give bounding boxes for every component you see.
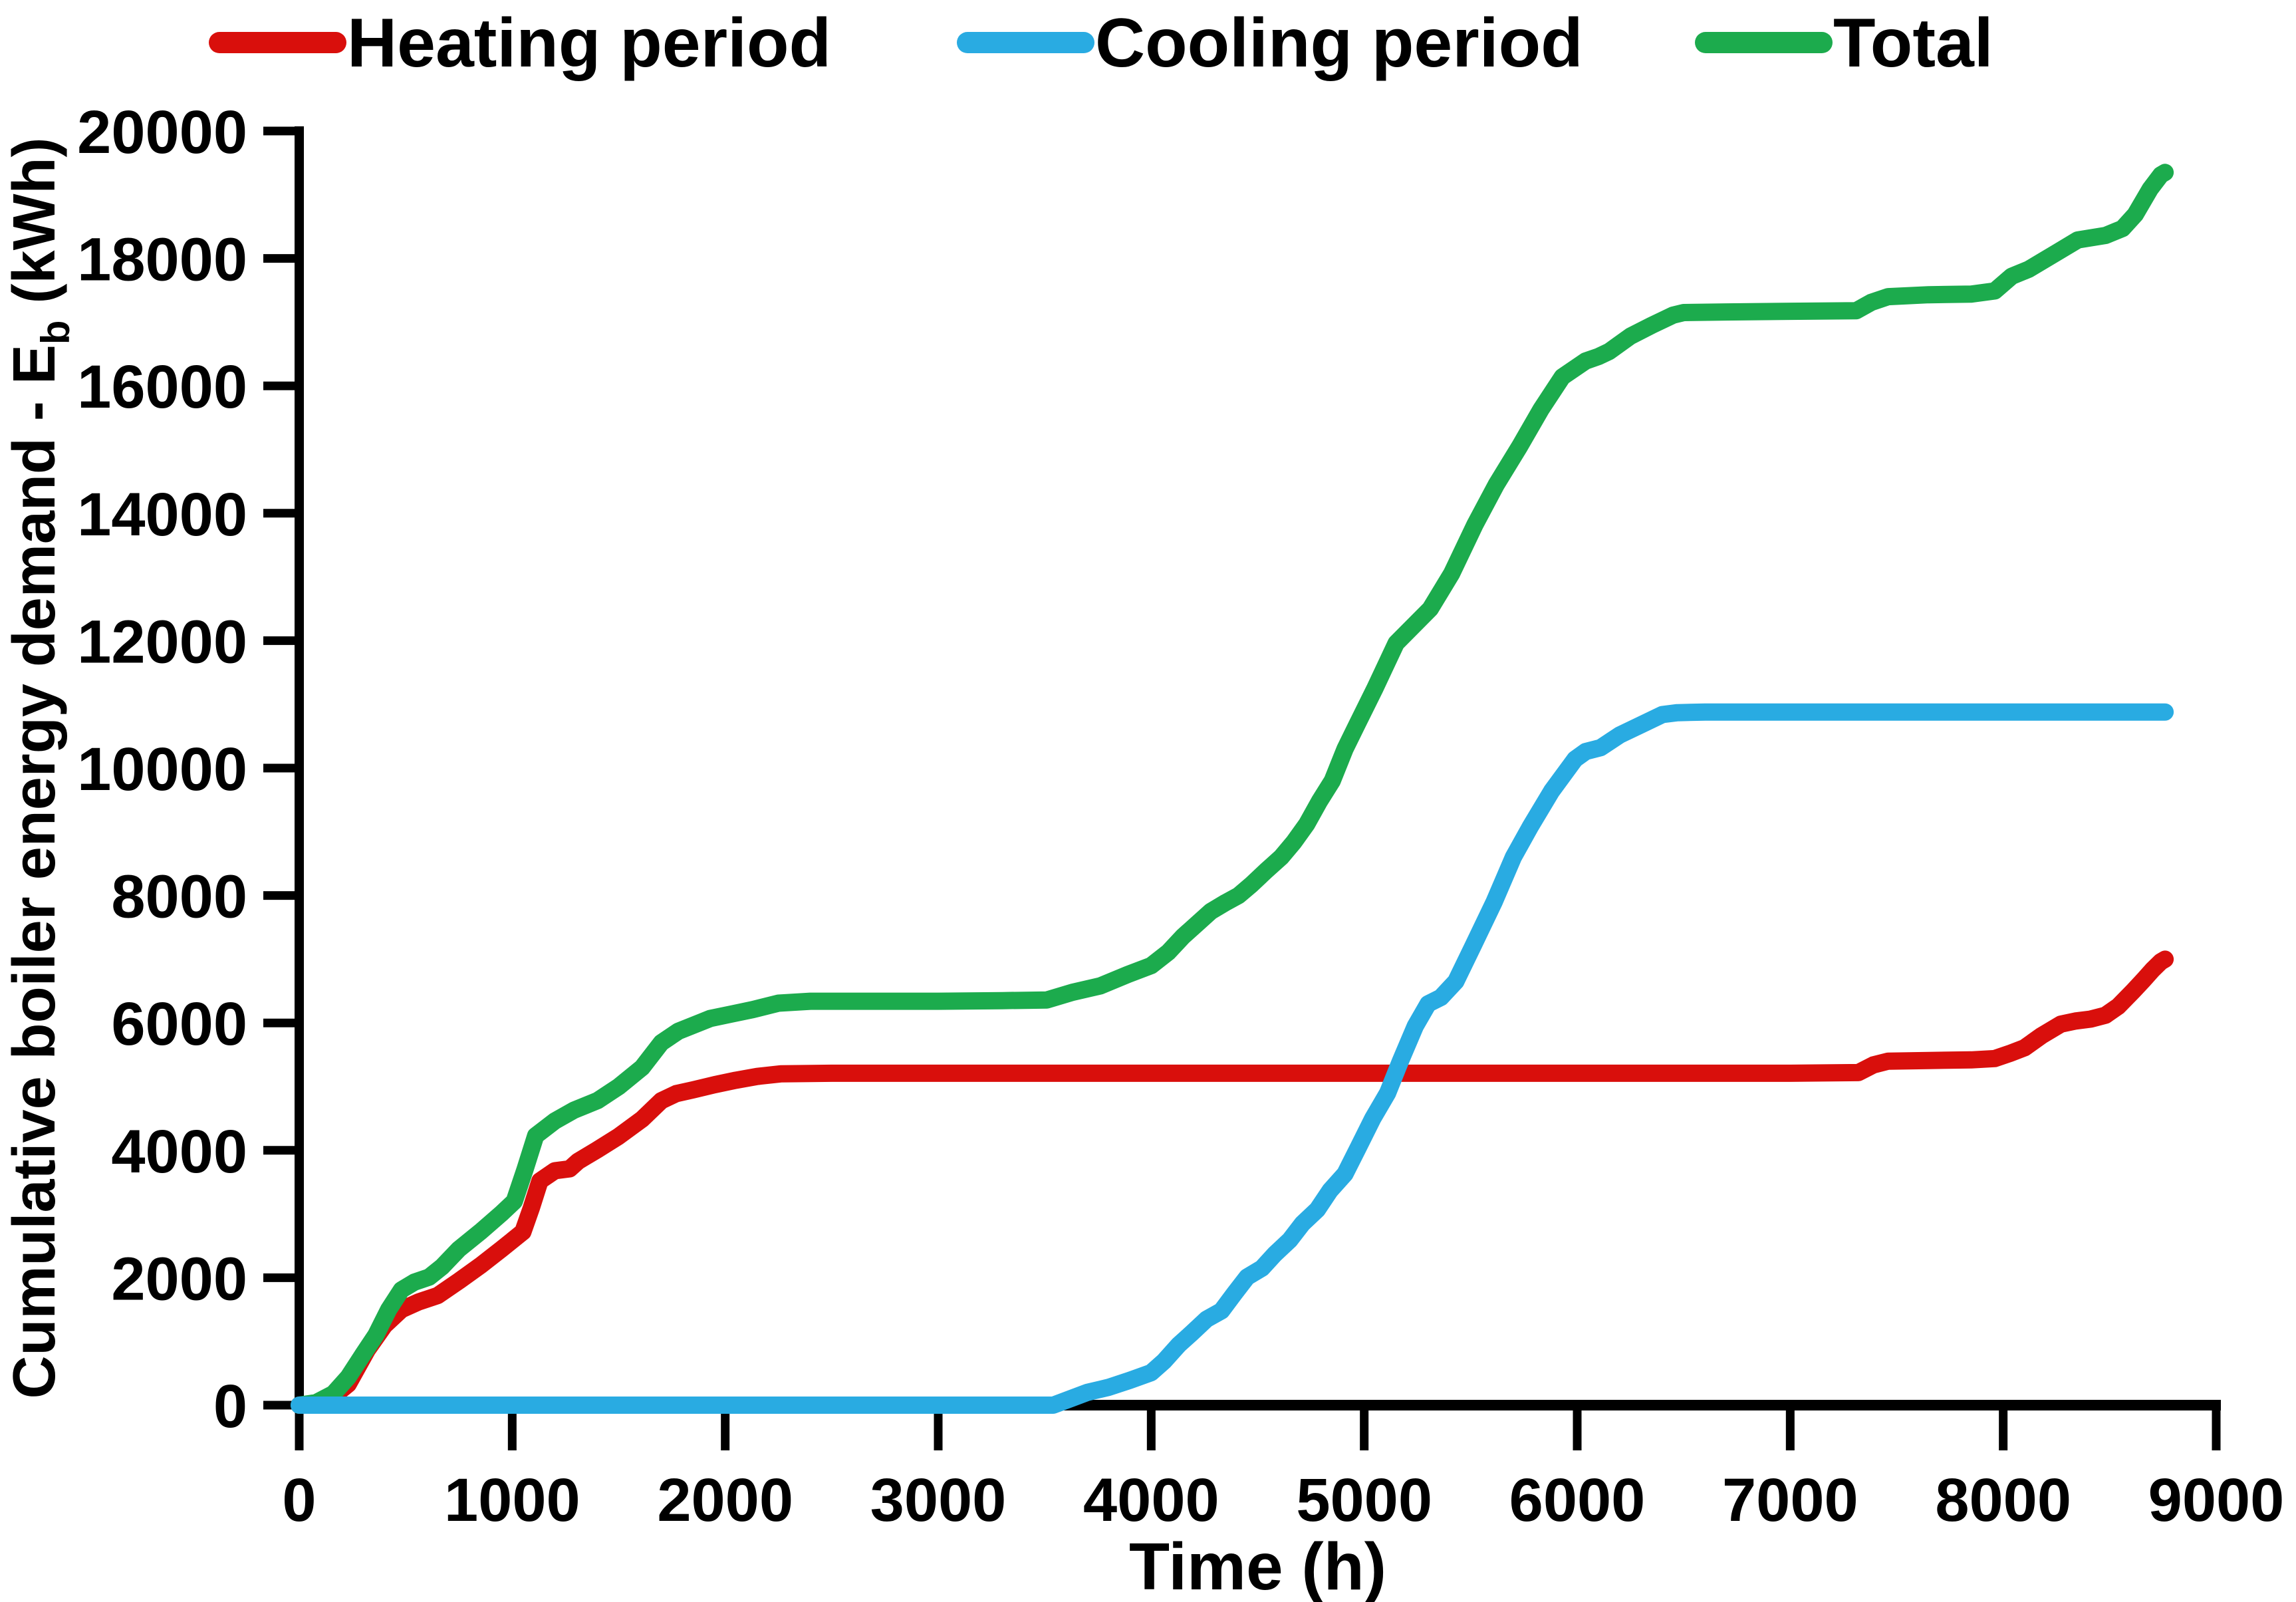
y-tick-label: 14000: [77, 481, 247, 549]
x-tick-label: 9000: [2148, 1466, 2285, 1534]
x-tick-label: 0: [282, 1466, 316, 1534]
y-tick-label: 20000: [77, 98, 247, 166]
y-tick-label: 16000: [77, 353, 247, 421]
series-heating-period-line: [291, 950, 2174, 1414]
series-cooling-period-line: [291, 703, 2174, 1414]
x-tick-label: 2000: [657, 1466, 793, 1534]
x-axis-title: Time (h): [1129, 1530, 1386, 1602]
x-tick-label: 5000: [1296, 1466, 1432, 1534]
y-axis-title-units: (kWh): [1, 138, 68, 321]
legend-label-cooling-period: Cooling period: [1095, 5, 1583, 82]
y-tick-label: 4000: [111, 1118, 247, 1186]
legend-label-heating-period: Heating period: [347, 5, 831, 82]
y-tick-label: 18000: [77, 226, 247, 294]
y-tick-label: 12000: [77, 608, 247, 676]
legend-label-total: Total: [1833, 5, 1993, 82]
y-tick-label: 2000: [111, 1245, 247, 1313]
x-tick-label: 1000: [444, 1466, 580, 1534]
x-tick-label: 3000: [870, 1466, 1007, 1534]
series-total-line: [291, 164, 2174, 1414]
y-axis-title-main: Cumulative boiler energy demand - E: [1, 344, 68, 1399]
y-tick-label: 8000: [111, 863, 247, 931]
x-tick-label: 7000: [1722, 1466, 1858, 1534]
y-tick-label: 6000: [111, 990, 247, 1058]
y-tick-label: 10000: [77, 735, 247, 803]
y-axis-title: Cumulative boiler energy demand - Eb (kW…: [1, 138, 78, 1399]
y-tick-label: 0: [213, 1373, 247, 1440]
x-tick-label: 4000: [1083, 1466, 1219, 1534]
x-tick-label: 8000: [1935, 1466, 2071, 1534]
y-axis-title-subscript: b: [33, 320, 78, 344]
x-tick-label: 6000: [1509, 1466, 1646, 1534]
